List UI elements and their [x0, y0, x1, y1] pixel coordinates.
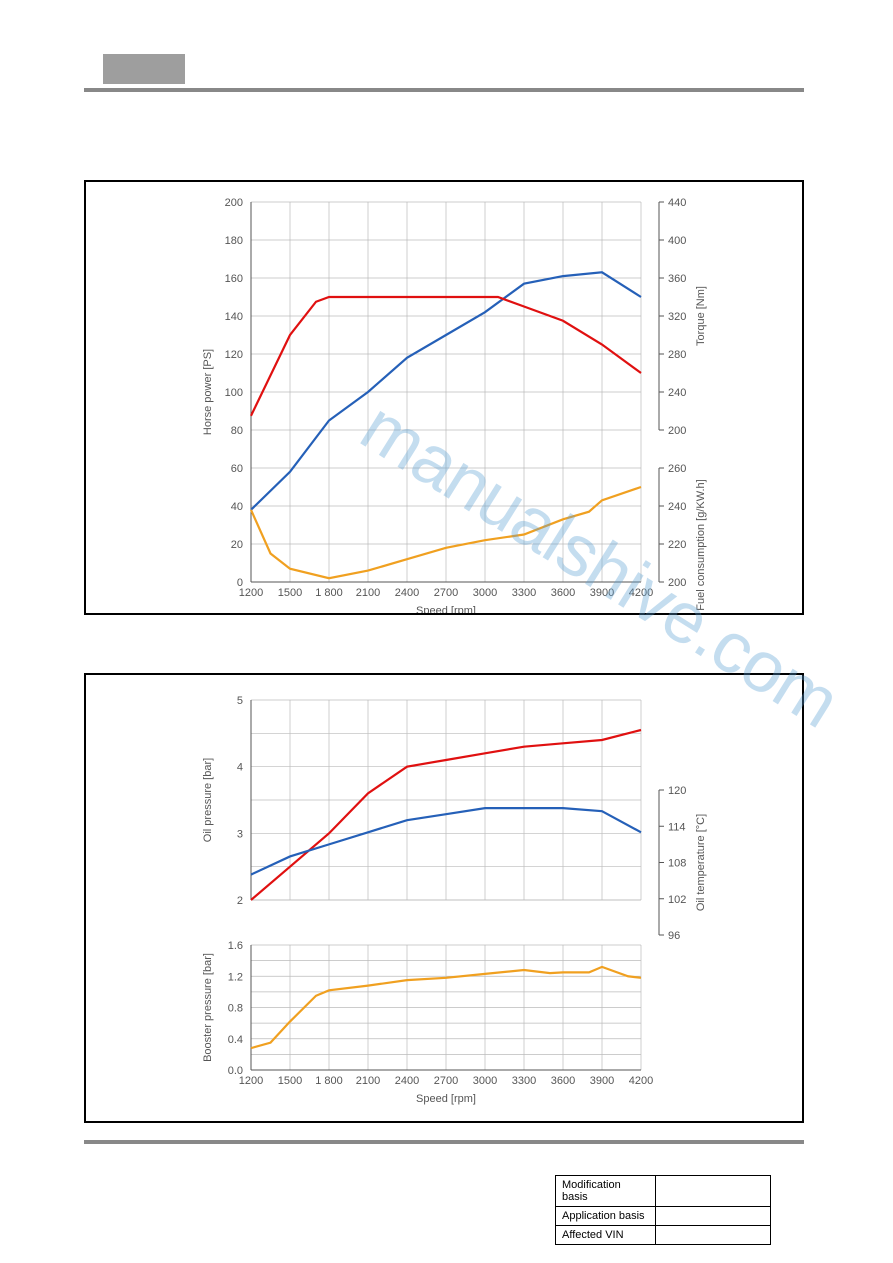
svg-text:1500: 1500	[278, 1075, 302, 1087]
svg-text:2700: 2700	[434, 587, 458, 599]
footer-value	[656, 1176, 771, 1207]
svg-text:60: 60	[231, 463, 243, 475]
svg-text:4: 4	[237, 762, 243, 774]
svg-text:200: 200	[668, 577, 686, 589]
svg-text:2100: 2100	[356, 1075, 380, 1087]
table-row: Modification basis	[556, 1176, 771, 1207]
footer-table: Modification basisApplication basisAffec…	[555, 1175, 771, 1245]
svg-text:40: 40	[231, 501, 243, 513]
svg-text:200: 200	[668, 425, 686, 437]
table-row: Application basis	[556, 1207, 771, 1226]
svg-text:3000: 3000	[473, 1075, 497, 1087]
svg-text:3900: 3900	[590, 587, 614, 599]
svg-text:Booster pressure [bar]: Booster pressure [bar]	[202, 953, 214, 1062]
svg-text:80: 80	[231, 425, 243, 437]
svg-text:Speed [rpm]: Speed [rpm]	[416, 1093, 476, 1105]
svg-text:120: 120	[668, 785, 686, 797]
svg-text:440: 440	[668, 197, 686, 209]
svg-text:4200: 4200	[629, 587, 653, 599]
footer-divider	[84, 1140, 804, 1144]
header-box	[103, 54, 185, 84]
table-row: Affected VIN	[556, 1226, 771, 1245]
chart2-frame: 120015001 800210024002700300033003600390…	[84, 673, 804, 1123]
svg-text:0.4: 0.4	[228, 1034, 243, 1046]
svg-text:3600: 3600	[551, 1075, 575, 1087]
svg-text:0: 0	[237, 577, 243, 589]
chart1-svg: 120 0 1500 1 800 2100 2400 2700 3000 3300 3600 390…	[86, 182, 802, 613]
svg-text:Fuel consumption [g/KW.h]: Fuel consumption [g/KW.h]	[695, 479, 707, 610]
svg-text:3900: 3900	[590, 1075, 614, 1087]
svg-text:102: 102	[668, 894, 686, 906]
svg-text:108: 108	[668, 858, 686, 870]
svg-text:4200: 4200	[629, 1075, 653, 1087]
footer-label: Affected VIN	[556, 1226, 656, 1245]
svg-text:120: 120	[225, 349, 243, 361]
svg-text:1.2: 1.2	[228, 971, 243, 983]
svg-text:2400: 2400	[395, 1075, 419, 1087]
svg-text:Speed [rpm]: Speed [rpm]	[416, 605, 476, 613]
svg-text:100: 100	[225, 387, 243, 399]
page: 120015001 800210024002700300033003600390…	[0, 0, 893, 1263]
svg-text:200: 200	[225, 197, 243, 209]
svg-text:240: 240	[668, 501, 686, 513]
svg-text:Oil pressure [bar]: Oil pressure [bar]	[202, 758, 214, 842]
footer-value	[656, 1226, 771, 1245]
svg-text:3600: 3600	[551, 587, 575, 599]
svg-text:Horse power [PS]: Horse power [PS]	[202, 349, 214, 435]
svg-text:2: 2	[237, 895, 243, 907]
svg-text:2700: 2700	[434, 1075, 458, 1087]
svg-text:320: 320	[668, 311, 686, 323]
svg-text:Oil temperature [°C]: Oil temperature [°C]	[695, 814, 707, 911]
svg-text:Torque [Nm]: Torque [Nm]	[695, 286, 707, 346]
footer-label: Application basis	[556, 1207, 656, 1226]
svg-text:3300: 3300	[512, 587, 536, 599]
svg-text:114: 114	[668, 821, 686, 833]
footer-value	[656, 1207, 771, 1226]
svg-text:3: 3	[237, 828, 243, 840]
svg-text:2100: 2100	[356, 587, 380, 599]
svg-text:20: 20	[231, 539, 243, 551]
svg-text:96: 96	[668, 930, 680, 942]
svg-text:280: 280	[668, 349, 686, 361]
svg-text:5: 5	[237, 695, 243, 707]
svg-text:180: 180	[225, 235, 243, 247]
svg-text:1 800: 1 800	[315, 587, 343, 599]
svg-text:0.8: 0.8	[228, 1003, 243, 1015]
header-divider	[84, 88, 804, 92]
svg-text:400: 400	[668, 235, 686, 247]
svg-text:160: 160	[225, 273, 243, 285]
svg-text:360: 360	[668, 273, 686, 285]
footer-label: Modification basis	[556, 1176, 656, 1207]
svg-text:240: 240	[668, 387, 686, 399]
svg-text:220: 220	[668, 539, 686, 551]
svg-text:260: 260	[668, 463, 686, 475]
svg-text:3000: 3000	[473, 587, 497, 599]
svg-text:3300: 3300	[512, 1075, 536, 1087]
svg-text:1.6: 1.6	[228, 940, 243, 952]
svg-text:2400: 2400	[395, 587, 419, 599]
svg-text:1500: 1500	[278, 587, 302, 599]
svg-text:140: 140	[225, 311, 243, 323]
chart2-svg: 120015001 800210024002700300033003600390…	[86, 675, 802, 1121]
svg-text:0.0: 0.0	[228, 1065, 243, 1077]
chart1-frame: 120 0 1500 1 800 2100 2400 2700 3000 3300 3600 390…	[84, 180, 804, 615]
svg-text:1 800: 1 800	[315, 1075, 343, 1087]
